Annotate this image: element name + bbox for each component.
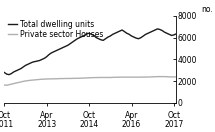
Private sector Houses (100, 77, 102, 78)
Total dwelling units (41, 59, 43, 60)
Total dwelling units (102, 40, 104, 41)
Total dwelling units (3, 72, 6, 73)
Total dwelling units (156, 28, 159, 30)
Private sector Houses (5, 84, 8, 86)
Private sector Houses (175, 76, 178, 78)
Total dwelling units (163, 31, 166, 33)
Private sector Houses (102, 77, 104, 78)
Total dwelling units (62, 47, 64, 48)
Total dwelling units (43, 58, 46, 59)
Total dwelling units (175, 33, 178, 35)
Private sector Houses (156, 76, 159, 77)
Private sector Houses (41, 78, 43, 80)
Total dwelling units (8, 74, 10, 76)
Private sector Houses (62, 78, 64, 79)
Line: Private sector Houses: Private sector Houses (4, 77, 176, 85)
Total dwelling units (100, 39, 102, 41)
Private sector Houses (3, 84, 6, 86)
Private sector Houses (163, 76, 166, 77)
Y-axis label: no.: no. (201, 5, 213, 14)
Line: Total dwelling units: Total dwelling units (4, 29, 176, 75)
Private sector Houses (43, 78, 46, 80)
Legend: Total dwelling units, Private sector Houses: Total dwelling units, Private sector Hou… (8, 20, 103, 39)
